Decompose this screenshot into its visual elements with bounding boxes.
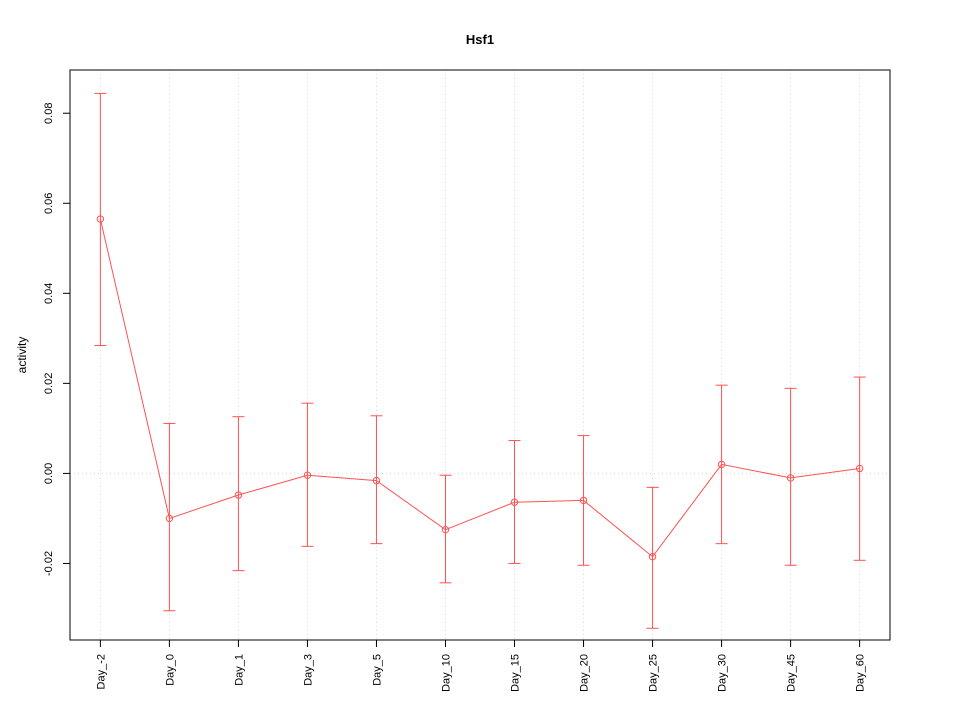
data-point <box>579 496 588 505</box>
data-point <box>234 491 243 499</box>
data-point <box>96 215 105 223</box>
x-tick-label: Day_10 <box>440 654 452 692</box>
axes: -0.02 0.00 0.02 0.04 0.06 0.08 Day_-2 Day_0 Day_… <box>43 103 867 692</box>
x-tick-label: Day_60 <box>855 654 867 692</box>
data-point <box>717 460 726 469</box>
data-point <box>303 471 312 479</box>
y-tick-label: 0.08 <box>43 103 55 124</box>
x-tick-label: Day_1 <box>233 654 245 686</box>
x-tick-label: Day_30 <box>717 654 729 692</box>
x-tick-label: Day_25 <box>648 654 660 692</box>
y-tick-label: 0.06 <box>43 193 55 214</box>
y-tick-label: -0.02 <box>43 551 55 576</box>
data-point <box>648 553 657 561</box>
x-tick-label: Day_5 <box>371 654 383 686</box>
data-point <box>441 525 450 534</box>
plot-box <box>69 69 891 641</box>
series-line <box>99 218 860 558</box>
x-tick-label: Day_-2 <box>95 654 107 689</box>
series <box>96 215 864 561</box>
data-point <box>165 514 174 523</box>
y-axis-label: activity <box>15 337 29 374</box>
y-tick-label: 0.02 <box>43 373 55 394</box>
chart-title: Hsf1 <box>466 32 494 47</box>
data-point <box>786 474 795 482</box>
x-tick-label: Day_45 <box>786 654 798 692</box>
y-tick-label: 0.00 <box>43 463 55 484</box>
error-bars <box>94 92 866 629</box>
data-point <box>372 476 381 485</box>
data-point <box>855 464 864 473</box>
plot-content: -0.02 0.00 0.02 0.04 0.06 0.08 Day_-2 Day_0 Day_… <box>43 69 891 692</box>
data-point <box>510 498 519 506</box>
x-tick-label: Day_0 <box>164 654 176 686</box>
y-tick-label: 0.04 <box>43 283 55 304</box>
x-tick-label: Day_3 <box>302 654 314 686</box>
x-tick-label: Day_20 <box>579 654 591 692</box>
x-tick-label: Day_15 <box>510 654 522 692</box>
gridlines <box>70 70 890 640</box>
